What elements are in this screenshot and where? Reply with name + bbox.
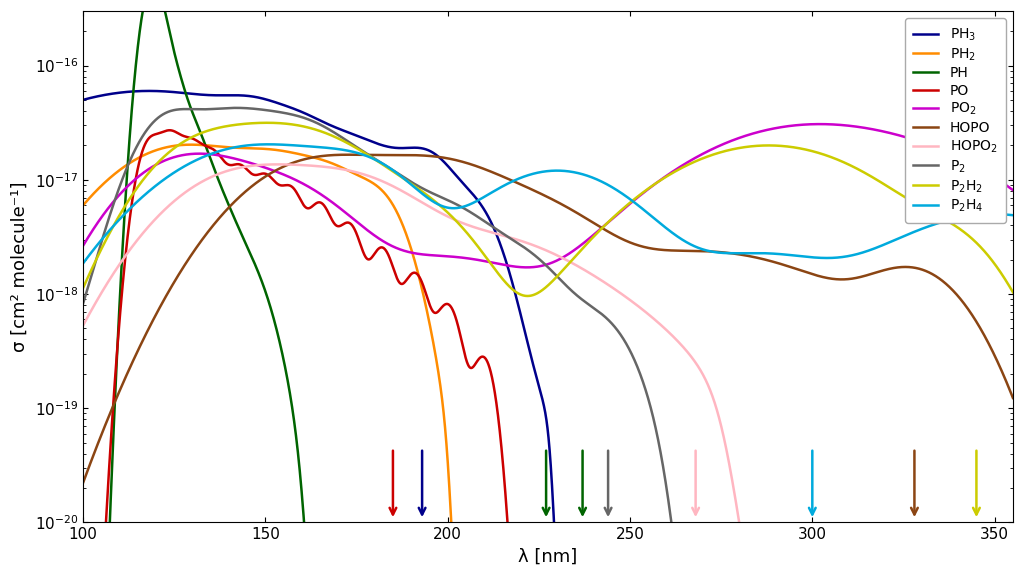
P$_2$H$_4$ xyxy=(1011,212,1023,219)
P$_2$H$_4$ xyxy=(124,205,136,212)
Line: HOPO$_2$: HOPO$_2$ xyxy=(83,164,761,577)
P$_2$ xyxy=(230,104,243,111)
P$_2$H$_4$ xyxy=(630,200,642,207)
Line: PH: PH xyxy=(104,0,313,577)
HOPO xyxy=(769,259,781,266)
Line: PH$_2$: PH$_2$ xyxy=(83,145,458,577)
P$_2$H$_4$ xyxy=(77,260,89,267)
P$_2$ xyxy=(188,106,201,113)
Legend: PH$_3$, PH$_2$, PH, PO, PO$_2$, HOPO, HOPO$_2$, P$_2$, P$_2$H$_2$, P$_2$H$_4$: PH$_3$, PH$_2$, PH, PO, PO$_2$, HOPO, HO… xyxy=(905,18,1006,223)
Line: HOPO: HOPO xyxy=(83,155,1017,483)
PH$_2$ xyxy=(77,202,89,209)
Line: PO$_2$: PO$_2$ xyxy=(83,124,1017,267)
PH$_3$ xyxy=(142,88,155,95)
PH$_2$ xyxy=(380,191,392,198)
PO$_2$ xyxy=(819,121,831,128)
HOPO$_2$ xyxy=(451,218,463,224)
PH xyxy=(209,167,221,174)
HOPO xyxy=(670,247,682,254)
P$_2$ xyxy=(77,301,89,308)
HOPO$_2$ xyxy=(271,161,284,168)
PH xyxy=(209,168,221,175)
P$_2$H$_4$ xyxy=(670,232,682,239)
P$_2$H$_2$ xyxy=(819,152,831,159)
HOPO$_2$ xyxy=(113,263,125,269)
PH$_2$ xyxy=(88,189,100,196)
PH xyxy=(186,109,199,116)
Line: P$_2$H$_2$: P$_2$H$_2$ xyxy=(83,123,1017,299)
PH$_3$ xyxy=(115,89,127,96)
P$_2$H$_2$ xyxy=(630,195,642,202)
PH xyxy=(193,125,205,132)
PH$_3$ xyxy=(524,352,537,359)
P$_2$H$_2$ xyxy=(769,142,781,149)
Line: PO: PO xyxy=(98,130,516,577)
P$_2$H$_2$ xyxy=(261,119,273,126)
P$_2$H$_4$ xyxy=(415,189,427,196)
HOPO$_2$ xyxy=(181,187,194,194)
P$_2$H$_2$ xyxy=(415,188,427,194)
PO xyxy=(383,253,395,260)
PO xyxy=(217,156,229,163)
P$_2$H$_2$ xyxy=(1011,295,1023,302)
P$_2$H$_4$ xyxy=(769,250,781,257)
PO$_2$ xyxy=(670,166,682,173)
HOPO$_2$ xyxy=(329,164,341,171)
PO$_2$ xyxy=(77,242,89,249)
PH xyxy=(274,342,287,349)
P$_2$ xyxy=(185,106,198,113)
HOPO xyxy=(630,241,642,248)
PO$_2$ xyxy=(521,264,534,271)
P$_2$ xyxy=(280,110,292,117)
HOPO xyxy=(124,364,136,371)
PH$_3$ xyxy=(395,145,408,152)
Line: P$_2$: P$_2$ xyxy=(83,108,688,577)
PO xyxy=(244,169,256,176)
PO$_2$ xyxy=(769,125,781,132)
HOPO xyxy=(77,479,89,486)
PH$_3$ xyxy=(543,434,555,441)
PO$_2$ xyxy=(1011,189,1023,196)
PO$_2$ xyxy=(415,251,427,258)
HOPO$_2$ xyxy=(77,323,89,329)
P$_2$H$_4$ xyxy=(819,254,831,261)
PH$_2$ xyxy=(410,261,422,268)
HOPO$_2$ xyxy=(630,301,642,308)
HOPO xyxy=(1011,404,1023,411)
PH$_3$ xyxy=(77,96,89,103)
HOPO xyxy=(819,274,831,281)
P$_2$H$_2$ xyxy=(124,195,136,202)
PO$_2$ xyxy=(630,196,642,203)
P$_2$ xyxy=(437,194,450,201)
PH$_2$ xyxy=(367,179,379,186)
PO xyxy=(164,127,176,134)
P$_2$H$_4$ xyxy=(262,141,274,148)
PH$_3$ xyxy=(500,257,512,264)
PH$_2$ xyxy=(157,145,169,152)
Line: P$_2$H$_4$: P$_2$H$_4$ xyxy=(83,144,1017,264)
HOPO xyxy=(415,152,427,159)
HOPO xyxy=(343,151,355,158)
PH$_2$ xyxy=(185,141,198,148)
P$_2$H$_2$ xyxy=(670,167,682,174)
PH xyxy=(185,107,198,114)
PH$_2$ xyxy=(147,148,160,155)
X-axis label: λ [nm]: λ [nm] xyxy=(518,548,578,566)
Y-axis label: σ [cm² molecule⁻¹]: σ [cm² molecule⁻¹] xyxy=(11,182,29,352)
PO xyxy=(482,361,495,368)
PO$_2$ xyxy=(814,121,826,128)
P$_2$H$_2$ xyxy=(77,285,89,292)
PO xyxy=(468,362,480,369)
PO$_2$ xyxy=(124,181,136,188)
HOPO$_2$ xyxy=(345,167,357,174)
P$_2$ xyxy=(101,219,114,226)
PH$_3$ xyxy=(465,189,477,196)
PO xyxy=(382,252,394,258)
Line: PH$_3$: PH$_3$ xyxy=(83,91,561,577)
